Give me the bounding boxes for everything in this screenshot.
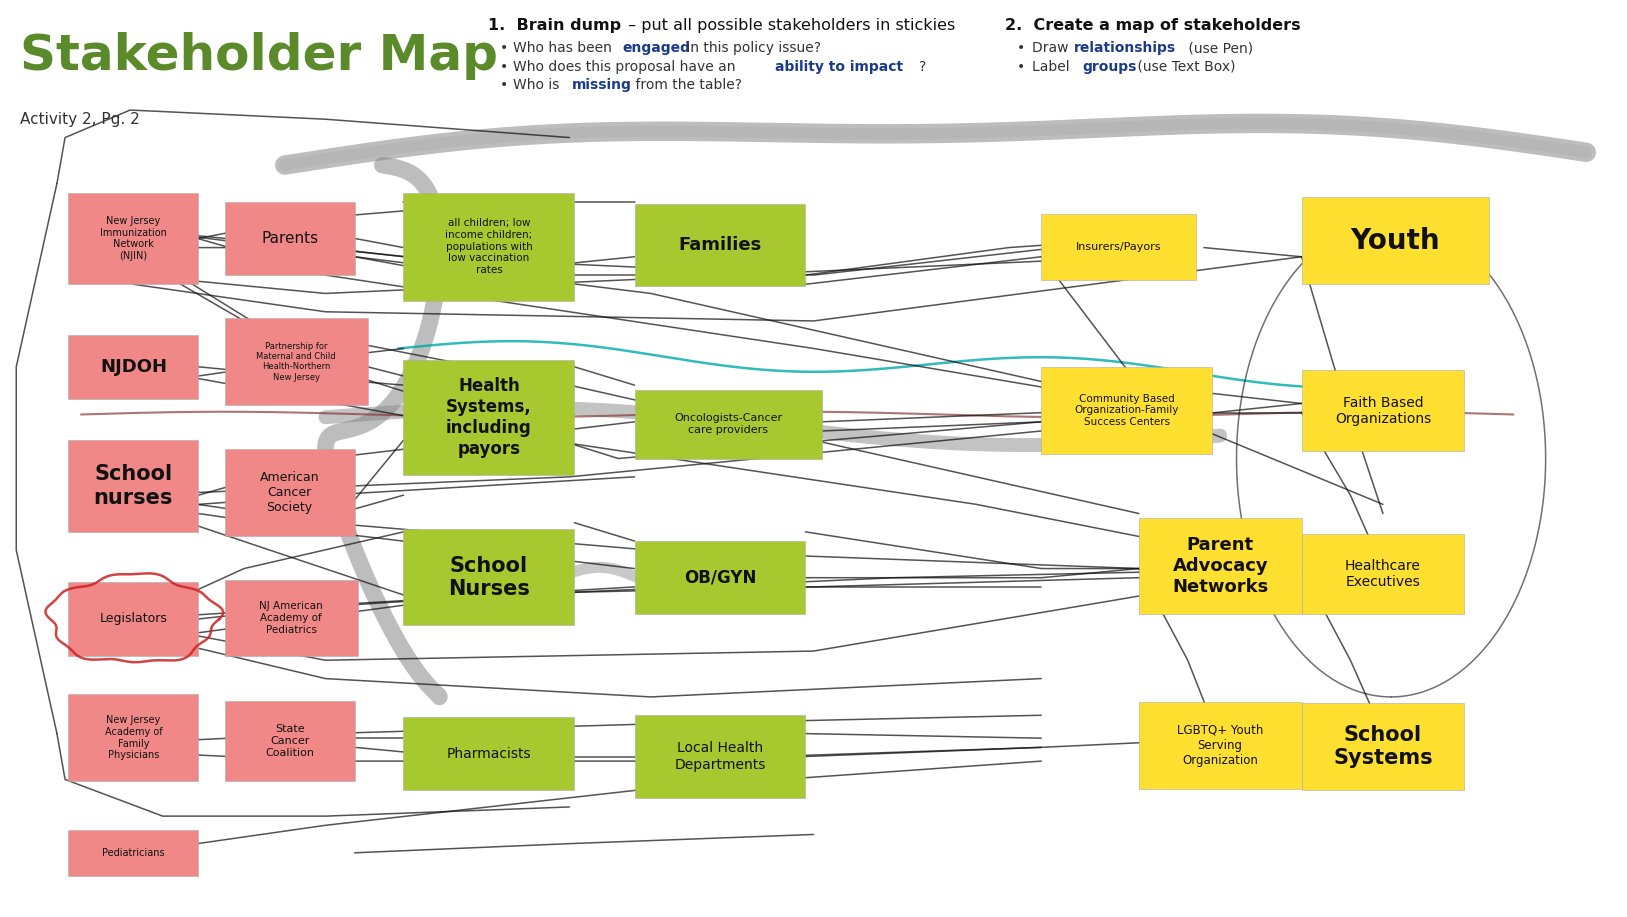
Text: 2.  Create a map of stakeholders: 2. Create a map of stakeholders bbox=[1005, 18, 1302, 33]
Text: •: • bbox=[1017, 60, 1025, 73]
Text: Parents: Parents bbox=[260, 231, 319, 246]
Text: American
Cancer
Society: American Cancer Society bbox=[260, 471, 319, 514]
Text: School
Systems: School Systems bbox=[1333, 725, 1433, 768]
FancyBboxPatch shape bbox=[1302, 703, 1464, 790]
FancyBboxPatch shape bbox=[403, 360, 574, 475]
FancyBboxPatch shape bbox=[403, 717, 574, 790]
Text: – put all possible stakeholders in stickies: – put all possible stakeholders in stick… bbox=[623, 18, 955, 33]
FancyBboxPatch shape bbox=[1302, 370, 1464, 451]
Text: (use Pen): (use Pen) bbox=[1184, 41, 1253, 55]
Text: Families: Families bbox=[678, 236, 761, 254]
Text: NJDOH: NJDOH bbox=[99, 358, 168, 376]
Text: Pediatricians: Pediatricians bbox=[103, 848, 164, 857]
Text: engaged: engaged bbox=[623, 41, 690, 55]
Text: Insurers/Payors: Insurers/Payors bbox=[1075, 242, 1162, 251]
FancyBboxPatch shape bbox=[635, 541, 805, 614]
Text: •: • bbox=[499, 41, 508, 55]
Text: Activity 2, Pg. 2: Activity 2, Pg. 2 bbox=[20, 112, 140, 127]
FancyBboxPatch shape bbox=[1041, 367, 1212, 454]
Text: Who has been: Who has been bbox=[513, 41, 615, 55]
Text: Youth: Youth bbox=[1350, 226, 1440, 255]
FancyBboxPatch shape bbox=[68, 335, 198, 399]
Text: Local Health
Departments: Local Health Departments bbox=[674, 742, 766, 771]
FancyBboxPatch shape bbox=[403, 529, 574, 625]
FancyBboxPatch shape bbox=[225, 202, 355, 275]
Text: LGBTQ+ Youth
Serving
Organization: LGBTQ+ Youth Serving Organization bbox=[1176, 724, 1264, 767]
FancyBboxPatch shape bbox=[68, 440, 198, 532]
Text: Label: Label bbox=[1032, 60, 1074, 73]
FancyBboxPatch shape bbox=[635, 204, 805, 286]
FancyBboxPatch shape bbox=[225, 701, 355, 781]
Text: Faith Based
Organizations: Faith Based Organizations bbox=[1334, 396, 1432, 425]
Text: •: • bbox=[499, 60, 508, 73]
Text: School
nurses: School nurses bbox=[94, 464, 172, 508]
Text: relationships: relationships bbox=[1074, 41, 1176, 55]
Text: •: • bbox=[1017, 41, 1025, 55]
Text: Community Based
Organization-Family
Success Centers: Community Based Organization-Family Succ… bbox=[1074, 393, 1180, 427]
Text: OB/GYN: OB/GYN bbox=[683, 569, 757, 587]
Text: Oncologists-Cancer
care providers: Oncologists-Cancer care providers bbox=[674, 414, 783, 435]
Text: Draw: Draw bbox=[1032, 41, 1072, 55]
FancyBboxPatch shape bbox=[1041, 214, 1196, 280]
Text: Partnership for
Maternal and Child
Health-Northern
New Jersey: Partnership for Maternal and Child Healt… bbox=[257, 342, 335, 381]
Text: from the table?: from the table? bbox=[631, 78, 742, 92]
FancyBboxPatch shape bbox=[1139, 702, 1302, 789]
Text: School
Nurses: School Nurses bbox=[447, 556, 530, 599]
FancyBboxPatch shape bbox=[635, 390, 822, 458]
Text: •: • bbox=[499, 78, 508, 92]
FancyBboxPatch shape bbox=[635, 715, 805, 798]
Text: missing: missing bbox=[571, 78, 631, 92]
Text: Health
Systems,
including
payors: Health Systems, including payors bbox=[446, 378, 532, 458]
FancyBboxPatch shape bbox=[68, 830, 198, 876]
FancyBboxPatch shape bbox=[68, 582, 198, 656]
FancyBboxPatch shape bbox=[1302, 534, 1464, 614]
Text: Legislators: Legislators bbox=[99, 613, 168, 625]
Text: ability to impact: ability to impact bbox=[774, 60, 903, 73]
Text: State
Cancer
Coalition: State Cancer Coalition bbox=[265, 724, 314, 757]
FancyBboxPatch shape bbox=[225, 449, 355, 536]
Text: Who does this proposal have an: Who does this proposal have an bbox=[513, 60, 739, 73]
FancyBboxPatch shape bbox=[68, 694, 198, 781]
FancyBboxPatch shape bbox=[1302, 197, 1489, 284]
Text: NJ American
Academy of
Pediatrics: NJ American Academy of Pediatrics bbox=[259, 602, 324, 635]
Text: in this policy issue?: in this policy issue? bbox=[682, 41, 820, 55]
Text: New Jersey
Academy of
Family
Physicians: New Jersey Academy of Family Physicians bbox=[104, 715, 163, 760]
FancyBboxPatch shape bbox=[403, 193, 574, 301]
Text: Parent
Advocacy
Networks: Parent Advocacy Networks bbox=[1171, 536, 1269, 596]
FancyBboxPatch shape bbox=[225, 580, 358, 656]
FancyBboxPatch shape bbox=[68, 193, 198, 284]
Text: ?: ? bbox=[919, 60, 926, 73]
Text: all children; low
income children;
populations with
low vaccination
rates: all children; low income children; popul… bbox=[446, 218, 532, 275]
Text: (use Text Box): (use Text Box) bbox=[1132, 60, 1235, 73]
Text: Healthcare
Executives: Healthcare Executives bbox=[1346, 559, 1420, 589]
Text: Who is: Who is bbox=[513, 78, 563, 92]
Text: 1.  Brain dump: 1. Brain dump bbox=[488, 18, 622, 33]
Text: New Jersey
Immunization
Network
(NJIN): New Jersey Immunization Network (NJIN) bbox=[99, 216, 168, 260]
FancyBboxPatch shape bbox=[1139, 518, 1302, 614]
Text: groups: groups bbox=[1082, 60, 1137, 73]
Text: Stakeholder Map: Stakeholder Map bbox=[20, 32, 498, 80]
Text: Pharmacists: Pharmacists bbox=[446, 746, 532, 761]
FancyBboxPatch shape bbox=[225, 318, 368, 405]
